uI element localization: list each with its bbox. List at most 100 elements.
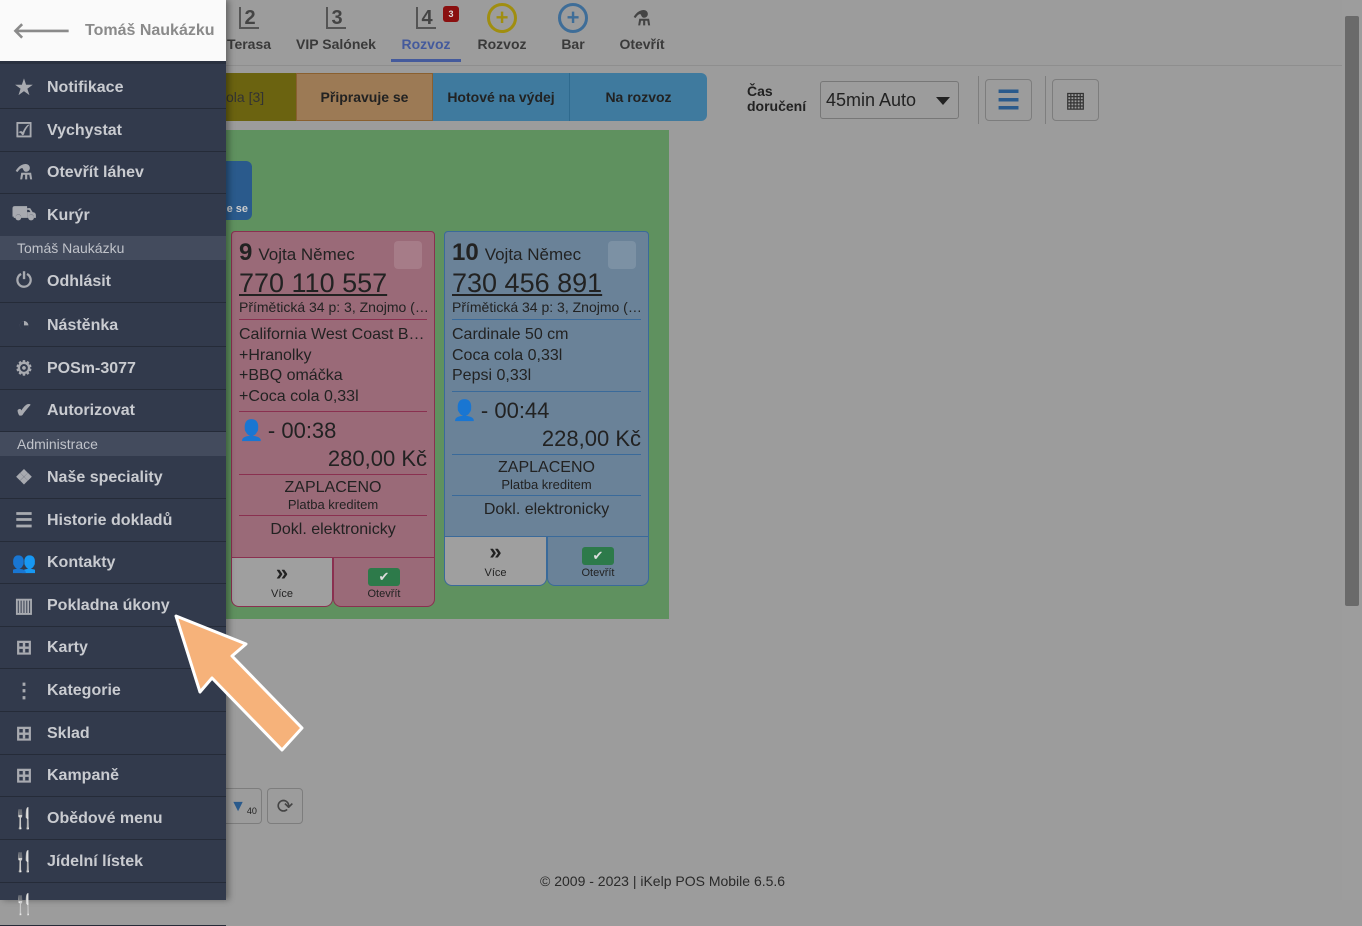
sidebar-section-header: Tomáš Naukázku xyxy=(0,236,226,260)
refresh-icon: ⟳ xyxy=(276,795,294,818)
arrow-left-icon: 🡐 xyxy=(12,17,71,43)
address: Přímětická 34 p: 3, Znojmo (… xyxy=(239,299,427,315)
top-tabs: 2 Terasa 3 VIP Salónek 4 Rozvoz 3 + Rozvoz + B… xyxy=(226,0,1342,66)
menu-icon: 👥 xyxy=(11,552,37,574)
sidebar-item[interactable]: ⊞ Karty xyxy=(0,627,226,669)
menu-icon: ⋮ xyxy=(14,680,34,702)
open-order-button[interactable]: ✔ Otevřít xyxy=(333,557,435,607)
sidebar-item-label: Kategorie xyxy=(47,681,121,699)
footer-copyright: © 2009 - 2023 | iKelp POS Mobile 6.5.6 xyxy=(540,873,786,889)
refresh-button[interactable]: ⟳ xyxy=(267,788,303,824)
menu-icon: ⊞ xyxy=(15,723,33,745)
menu-icon: ⚗ xyxy=(15,162,33,184)
person-icon: 👤 xyxy=(239,420,264,442)
phone-link[interactable]: 770 110 557 xyxy=(239,268,388,298)
check-tag-icon: ✔ xyxy=(582,547,614,565)
order-card[interactable]: 9 Vojta Němec 770 110 557 Přímětická 34 p… xyxy=(231,231,435,558)
sidebar-item[interactable]: 👥 Kontakty xyxy=(0,542,226,584)
select-checkbox[interactable] xyxy=(608,241,636,269)
grid-icon: ▦ xyxy=(1065,87,1086,112)
tab-rozvoz[interactable]: 4 Rozvoz 3 xyxy=(391,0,461,62)
list-icon: ☰ xyxy=(996,84,1021,115)
menu-icon: ★ xyxy=(15,77,33,99)
sidebar-item-label: Obědové menu xyxy=(47,809,163,827)
sidebar-item[interactable]: ⊞ Sklad xyxy=(0,713,226,755)
delivery-time-select[interactable]: 45min Auto xyxy=(820,81,959,119)
sidebar-item[interactable]: ▥ Pokladna úkony xyxy=(0,585,226,627)
order-items: California West Coast B… +Hranolky +BBQ om… xyxy=(239,326,425,405)
sidebar-item[interactable]: ★ Notifikace xyxy=(0,67,226,109)
menu-icon: 🍴 xyxy=(11,851,37,873)
filter-pripravuje-se[interactable]: Připravuje se xyxy=(296,73,433,121)
new-rozvoz-button[interactable]: + Rozvoz xyxy=(477,3,527,52)
tab-vip-salonek[interactable]: 3 VIP Salónek xyxy=(296,7,376,52)
menu-icon: ⊞ xyxy=(15,765,33,787)
menu-icon: ⛟ xyxy=(11,203,37,225)
open-bottle-button[interactable]: ⚗ Otevřít xyxy=(619,7,665,53)
tab-terasa[interactable]: 2 Terasa xyxy=(226,7,272,52)
filter-hotove-na-vydej[interactable]: Hotové na výdej xyxy=(433,73,570,121)
sidebar-item-label: Pokladna úkony xyxy=(47,596,170,614)
sidebar-item-label: Jídelní lístek xyxy=(47,852,144,870)
filter-na-rozvoz[interactable]: Na rozvoz xyxy=(570,73,707,121)
list-view-button[interactable]: ☰ xyxy=(985,79,1032,121)
sidebar-item[interactable]: 🍴 Jídelní lístek xyxy=(0,841,226,883)
menu-icon: ❖ xyxy=(15,467,33,489)
sidebar-item[interactable]: 🍴 Obědové menu xyxy=(0,798,226,840)
scrollbar-thumb[interactable] xyxy=(1345,16,1359,606)
sidebar-item[interactable]: ⏻ Odhlásit xyxy=(0,261,226,303)
order-items: Cardinale 50 cm Coca cola 0,33l Pepsi 0,33… xyxy=(452,326,569,384)
menu-icon: ⚙ xyxy=(15,358,33,380)
menu-icon: 🍴 xyxy=(11,894,37,916)
sidebar-menu: 🡐 Tomáš Naukázku ★ Notifikace ☑ Vychystat ⚗ Ot… xyxy=(0,0,226,926)
notification-badge: 3 xyxy=(443,6,459,22)
plus-circle-icon: + xyxy=(558,3,588,33)
sidebar-item[interactable]: ◔ Nástěnka xyxy=(0,305,226,347)
menu-icon: ☑ xyxy=(15,120,33,142)
bottle-icon: ⚗ xyxy=(633,7,651,30)
select-checkbox[interactable] xyxy=(394,241,422,269)
sidebar-back-button[interactable]: 🡐 Tomáš Naukázku xyxy=(0,0,226,64)
phone-link[interactable]: 730 456 891 xyxy=(452,268,603,298)
sidebar-item[interactable]: ⚗ Otevřít láhev xyxy=(0,152,226,194)
sidebar-item[interactable]: ☑ Vychystat xyxy=(0,110,226,152)
price: 280,00 Kč xyxy=(327,446,427,471)
scrollbar[interactable] xyxy=(1342,0,1362,900)
sidebar-item[interactable]: ❖ Naše speciality xyxy=(0,457,226,499)
sidebar-item[interactable]: ☰ Historie dokladů xyxy=(0,500,226,542)
sidebar-item[interactable]: 🍴 xyxy=(0,884,226,926)
filter-button[interactable]: ▼ 40 xyxy=(226,788,262,824)
filter-icon: ▼ xyxy=(230,798,246,815)
more-button[interactable]: » Více xyxy=(444,536,547,586)
sidebar-item-label: Vychystat xyxy=(47,121,122,139)
divider xyxy=(978,76,979,124)
menu-icon: ◔ xyxy=(17,314,31,336)
blue-status-button[interactable]: e se xyxy=(226,161,252,220)
sidebar-item[interactable]: ⚙ POSm-3077 xyxy=(0,348,226,390)
menu-icon: ⊞ xyxy=(15,637,33,659)
status-filter-bar: ola [3] Připravuje se Hotové na výdej Na… xyxy=(226,73,707,121)
sidebar-item-label: Naše speciality xyxy=(47,468,163,486)
new-bar-button[interactable]: + Bar xyxy=(542,0,604,62)
arrow-icon xyxy=(174,614,304,752)
sidebar-item-label: Historie dokladů xyxy=(47,511,173,529)
plus-circle-icon: + xyxy=(487,3,517,33)
filter-kontrola[interactable]: ola [3] xyxy=(226,73,296,121)
sidebar-item-label: Odhlásit xyxy=(47,272,112,290)
sidebar-item[interactable]: ⛟ Kurýr xyxy=(0,195,226,237)
sidebar-item[interactable]: ✔ Autorizovat xyxy=(0,390,226,432)
pointer-arrow-annotation xyxy=(174,614,304,752)
menu-icon: ▥ xyxy=(14,595,34,617)
order-card[interactable]: 10 Vojta Němec 730 456 891 Přímětická 34 … xyxy=(444,231,649,537)
grid-view-button[interactable]: ▦ xyxy=(1052,79,1099,121)
more-button[interactable]: » Více xyxy=(231,557,333,607)
chevrons-right-icon: » xyxy=(275,560,289,585)
sidebar-item[interactable]: ⊞ Kampaně xyxy=(0,755,226,797)
open-order-button[interactable]: ✔ Otevřít xyxy=(547,536,649,586)
sidebar-item[interactable]: ⋮ Kategorie xyxy=(0,670,226,712)
price: 228,00 Kč xyxy=(541,425,641,451)
chevrons-right-icon: » xyxy=(489,539,502,564)
menu-icon: ☰ xyxy=(15,510,33,532)
sidebar-item-label: Otevřít láhev xyxy=(47,163,144,181)
sidebar-item-label: POSm-3077 xyxy=(47,359,136,377)
